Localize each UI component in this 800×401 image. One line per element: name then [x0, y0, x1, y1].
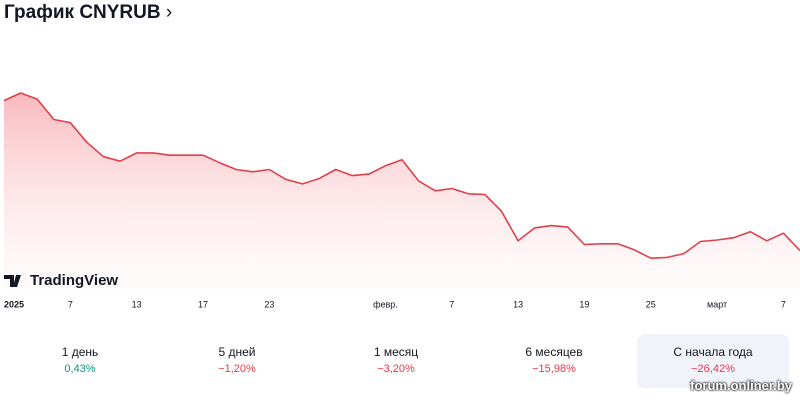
period-tab[interactable]: 1 день 0,43% — [4, 334, 156, 388]
chevron: › — [165, 2, 173, 23]
title-link[interactable]: График CNYRUB › — [4, 2, 172, 24]
chart: 2025 7 13 17 23 февр. 7 13 19 25 март 7 TradingView — [3, 92, 800, 309]
x-tick-label: 17 — [198, 299, 208, 309]
x-tick-label: 25 — [646, 299, 656, 309]
line — [3, 92, 800, 259]
period-label: 6 месяцев — [525, 345, 583, 359]
period-change: 0,43% — [64, 363, 96, 375]
tradingview-logo[interactable]: TradingView — [4, 272, 118, 289]
period-tab[interactable]: С начала года −26,42% — [637, 334, 789, 388]
watermark: forum.onliner.by — [690, 378, 792, 393]
period-label: 1 месяц — [373, 345, 419, 359]
x-tick-label: 7 — [68, 299, 73, 309]
period-label: 1 день — [61, 345, 99, 359]
period-label: С начала года — [673, 345, 753, 359]
title: График CNYRUB — [4, 2, 161, 23]
x-tick-label: март — [707, 299, 727, 309]
period-tab[interactable]: 6 месяцев −15,98% — [478, 334, 630, 388]
x-tick-label: 13 — [132, 299, 142, 309]
x-tick-label: февр. — [373, 299, 398, 309]
period-label: 5 дней — [218, 345, 256, 359]
logo-icon — [4, 275, 21, 287]
x-tick-label: 7 — [781, 299, 786, 309]
period-tab[interactable]: 5 дней −1,20% — [161, 334, 313, 388]
x-tick-label: 19 — [579, 299, 589, 309]
period-change: −3,20% — [377, 363, 415, 375]
period-change: −26,42% — [691, 363, 735, 375]
stats: 1 день 0,43% 5 дней −1,20% 1 месяц −3,20% 6 ме… — [0, 334, 800, 388]
area — [4, 93, 800, 290]
x-tick-label: 13 — [513, 299, 523, 309]
x-tick-label: 2025 — [4, 299, 24, 309]
period-change: −15,98% — [532, 363, 576, 375]
period-tab[interactable]: 1 месяц −3,20% — [320, 334, 472, 388]
period-change: −1,20% — [218, 363, 256, 375]
x-tick-label: 7 — [449, 299, 454, 309]
x-tick-label: 23 — [264, 299, 274, 309]
logo-text: TradingView — [30, 272, 118, 289]
